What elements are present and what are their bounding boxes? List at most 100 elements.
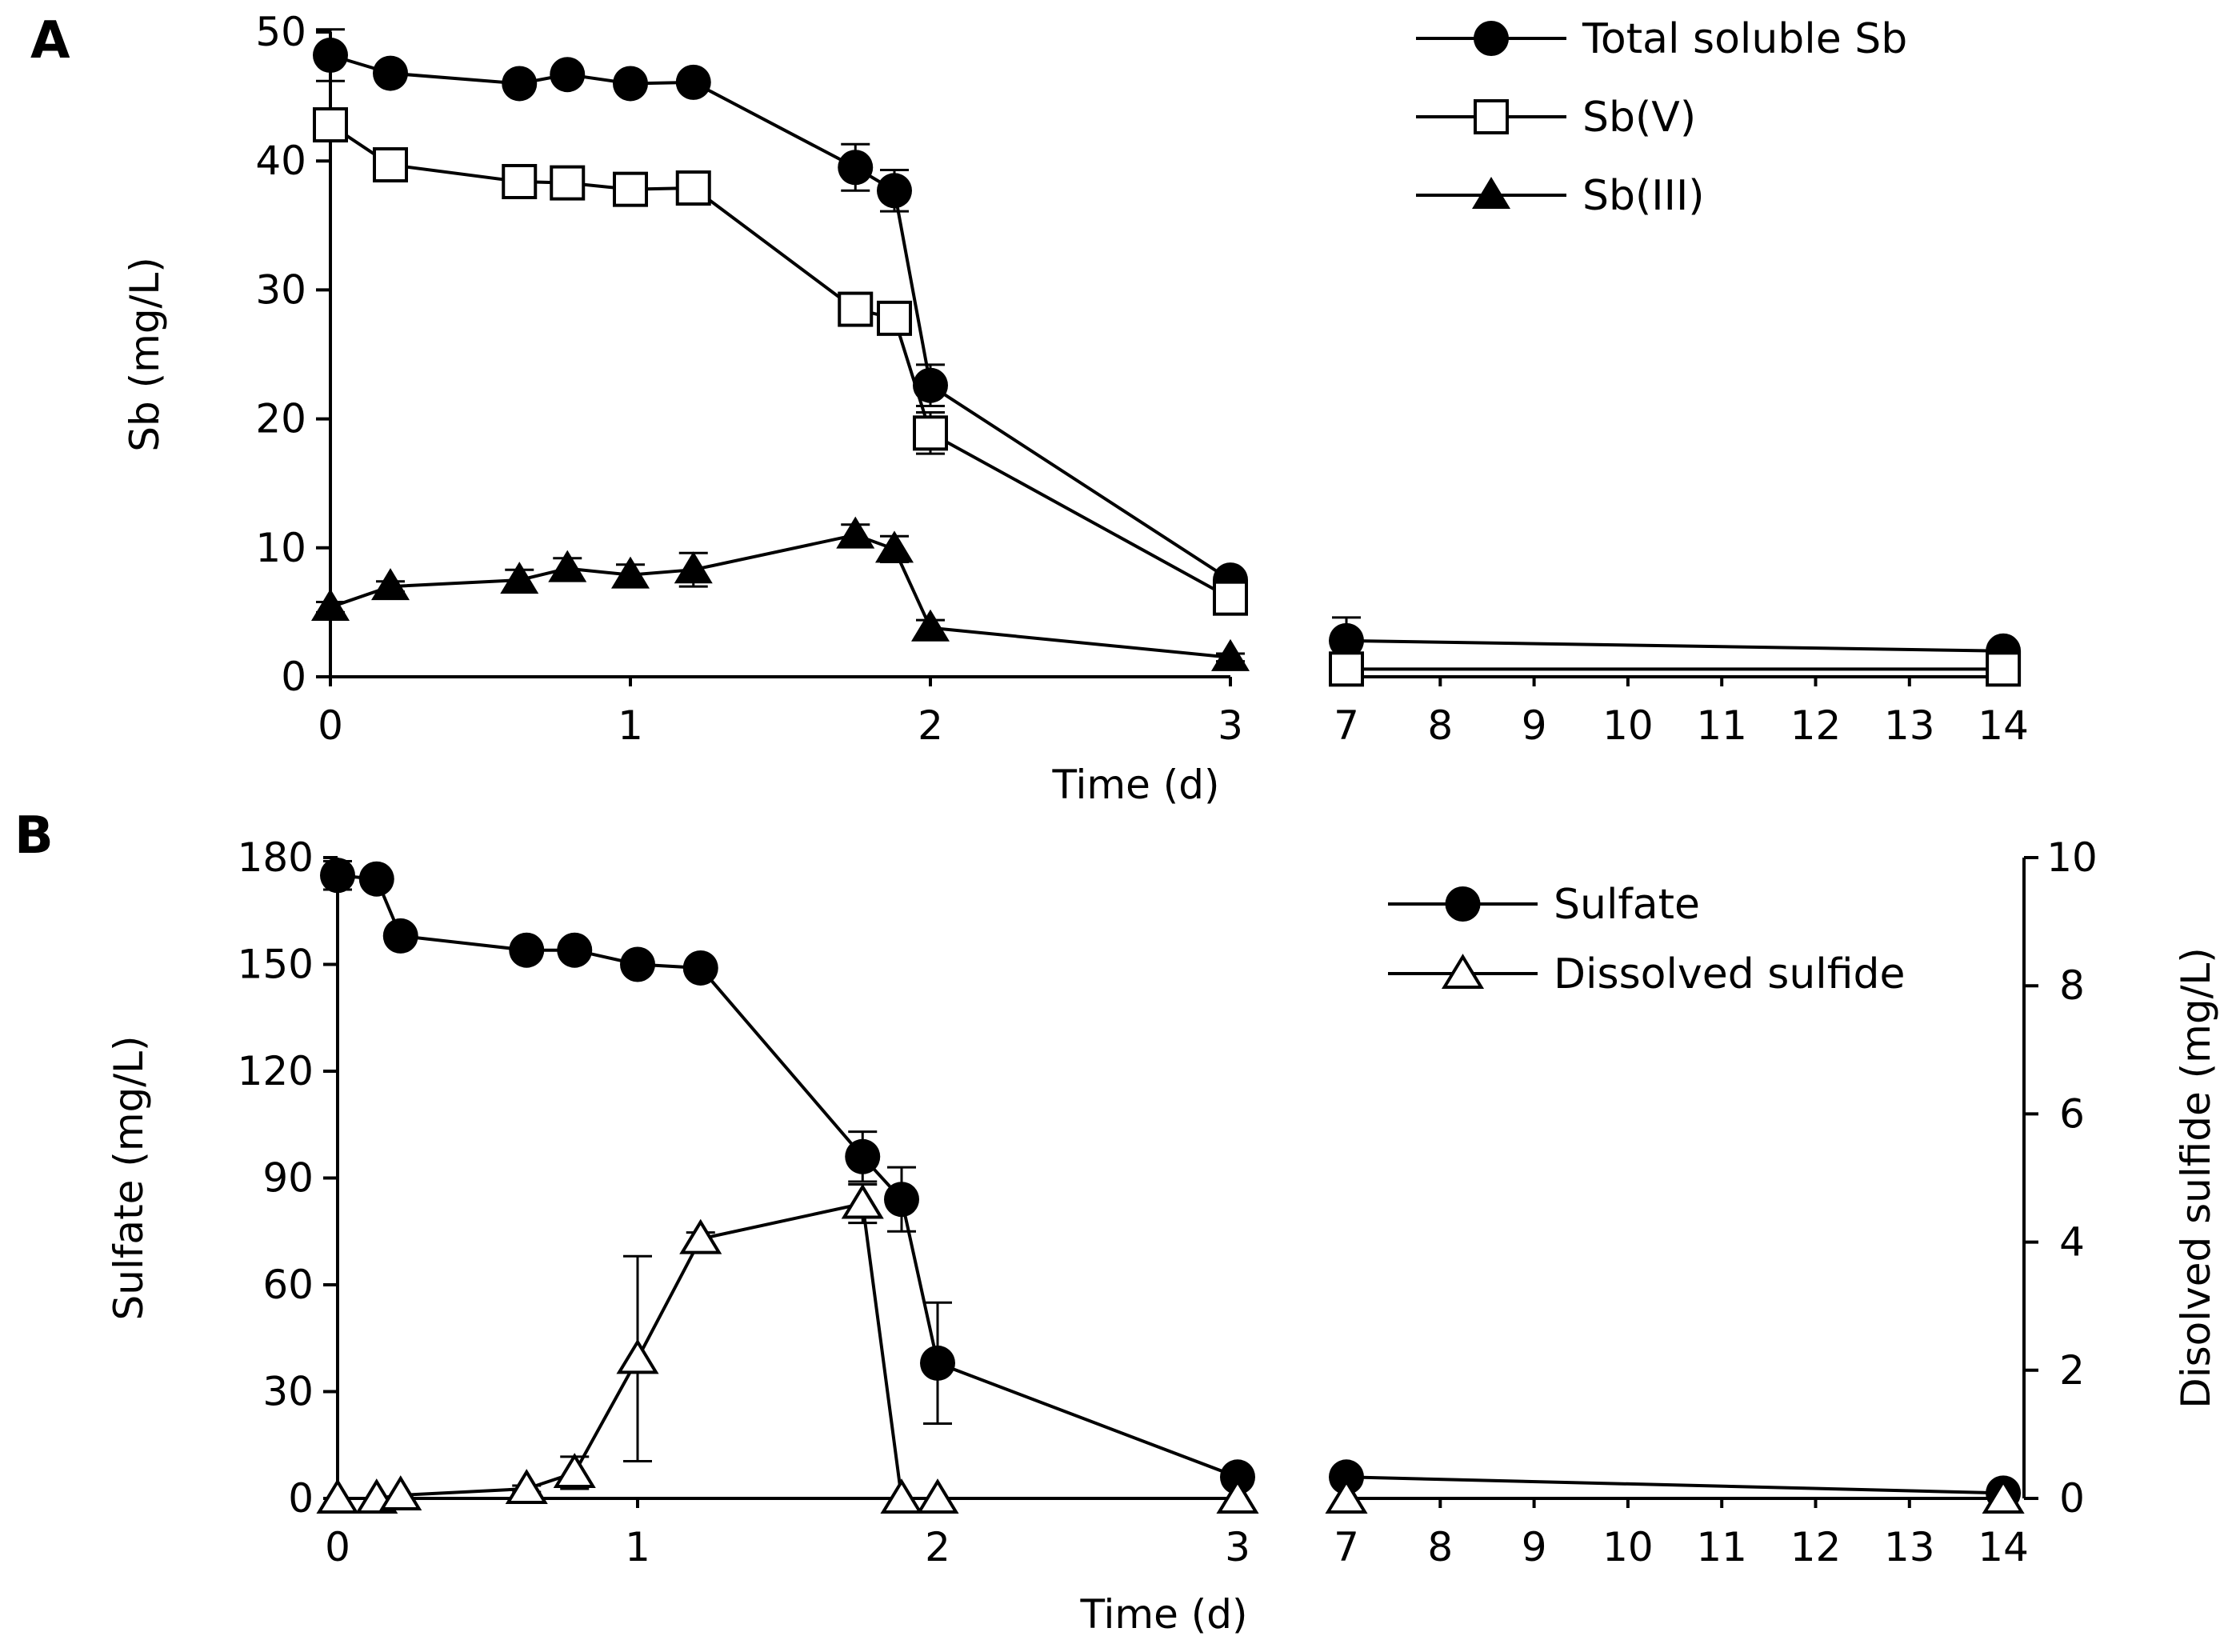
panel-a-legend-marker bbox=[1474, 99, 1509, 134]
panel-b-dissolved-sulfide-point bbox=[616, 1338, 659, 1374]
panel-b-sulfate-point bbox=[509, 932, 545, 968]
panel-b-sulfate-point bbox=[358, 861, 394, 897]
panel-a-total-soluble-sb-line bbox=[330, 54, 1232, 582]
panel-a-legend-entry: Total soluble Sb bbox=[1416, 15, 1907, 63]
panel-a-sb-v-line bbox=[329, 123, 1231, 600]
panel-a-sb-iii-point bbox=[836, 516, 875, 549]
panel-b-sulfate-point bbox=[382, 918, 418, 954]
panel-b-dissolved-sulfide-point bbox=[553, 1453, 596, 1488]
panel-b-legend-entry: Dissolved sulfide bbox=[1388, 950, 1906, 998]
panel-a-total-soluble-sb-point bbox=[502, 66, 538, 102]
panel-a-sb-iii-point bbox=[674, 551, 713, 584]
panel-b-sulfate-point bbox=[920, 1345, 955, 1381]
panel-a-legend-label: Sb(III) bbox=[1582, 172, 1705, 220]
panel-b-right-y-tick-label: 2 bbox=[2059, 1347, 2085, 1394]
panel-a-legend-entry: Sb(III) bbox=[1416, 172, 1705, 220]
panel-b-legend-marker bbox=[1441, 954, 1485, 989]
panel-a-x-tick-label: 3 bbox=[1218, 702, 1243, 749]
panel-a-legend-entry: Sb(V) bbox=[1416, 94, 1696, 142]
panel-a-total-soluble-sb-point bbox=[913, 367, 948, 403]
panel-b-sulfate-point bbox=[682, 950, 718, 986]
panel-a-x-tick-label: 2 bbox=[918, 702, 943, 749]
panel-a-x-tick-label: 12 bbox=[1790, 702, 1842, 749]
panel-a-total-soluble-sb-point bbox=[613, 66, 648, 102]
panel-a-y-axis-title: Sb (mg/L) bbox=[122, 257, 168, 452]
panel-a-sb-v-point bbox=[675, 170, 711, 206]
panel-a-sb-iii-point bbox=[611, 556, 650, 589]
panel-a-sb-iii-point bbox=[371, 568, 410, 601]
panel-b-sulfate-point bbox=[320, 858, 355, 894]
panel-b-y-axis-title: Sulfate (mg/L) bbox=[106, 1036, 152, 1321]
panel-a-y-tick-label: 50 bbox=[255, 9, 306, 55]
panel-b-legend-label: Sulfate bbox=[1554, 881, 1700, 929]
panel-a-sb-iii-point bbox=[311, 588, 350, 621]
panel-b-x-axis-title: Time (d) bbox=[1079, 1591, 1247, 1638]
panel-a-sb-iii-point bbox=[911, 609, 950, 642]
panel-a-label: A bbox=[30, 11, 70, 70]
panel-b-label: B bbox=[14, 806, 54, 866]
panel-b-x-tick-label: 7 bbox=[1334, 1524, 1359, 1570]
panel-a-x-tick-label: 8 bbox=[1427, 702, 1453, 749]
panel-b-dissolved-sulfide-point bbox=[916, 1478, 959, 1514]
panel-a-sb-iii-point bbox=[548, 550, 587, 582]
panel-b-x-tick-label: 1 bbox=[625, 1524, 650, 1570]
panel-b-y-tick-label: 180 bbox=[238, 834, 314, 881]
panel-a-y-tick-label: 40 bbox=[255, 138, 306, 184]
panel-b-x-tick-label: 0 bbox=[325, 1524, 350, 1570]
panel-a-y-tick-label: 20 bbox=[255, 396, 306, 442]
panel-b-dissolved-sulfide-point bbox=[679, 1218, 722, 1254]
panel-b-y-tick-label: 30 bbox=[262, 1369, 314, 1415]
panel-a-sb-iii-point bbox=[875, 530, 914, 563]
panel-b-sulfate-point bbox=[620, 946, 655, 982]
panel-b-right-y-tick-label: 6 bbox=[2059, 1090, 2085, 1137]
panel-a-x-axis-title: Time (d) bbox=[1051, 762, 1219, 808]
panel-a-legend-label: Total soluble Sb bbox=[1582, 15, 1907, 63]
panel-a-legend-marker bbox=[1474, 21, 1509, 56]
panel-a-total-soluble-sb-point bbox=[1329, 622, 1364, 658]
panel-b-x-tick-label: 9 bbox=[1522, 1524, 1547, 1570]
panel-a-x-tick-label: 11 bbox=[1696, 702, 1747, 749]
panel-a-total-soluble-sb-point bbox=[550, 57, 586, 93]
panel-a-sb-iii-point bbox=[500, 562, 539, 594]
panel-a-total-soluble-sb-point bbox=[877, 173, 912, 209]
panel-b-sulfate-line bbox=[337, 874, 1238, 1479]
panel-a-sb-v-point bbox=[913, 415, 948, 451]
panel-b-x-tick-label: 3 bbox=[1225, 1524, 1250, 1570]
panel-b-y-tick-label: 90 bbox=[262, 1155, 314, 1202]
panel-a-sb-v-point bbox=[550, 165, 586, 201]
panel-b-y-tick-label: 0 bbox=[288, 1475, 314, 1522]
panel-a-x-tick-label: 13 bbox=[1884, 702, 1935, 749]
panel-b-dissolved-sulfide-point bbox=[880, 1478, 923, 1514]
panel-a-sb-iii-line bbox=[330, 533, 1231, 659]
panel-b-legend-entry: Sulfate bbox=[1388, 881, 1700, 929]
panel-a-sb-v-point bbox=[313, 107, 348, 143]
panel-a-legend-label: Sb(V) bbox=[1582, 94, 1696, 142]
panel-b-x-tick-label: 11 bbox=[1696, 1524, 1747, 1570]
panel-b-x-tick-label: 2 bbox=[925, 1524, 950, 1570]
panel-b-x-tick-label: 8 bbox=[1427, 1524, 1453, 1570]
panel-a-legend-marker bbox=[1472, 177, 1510, 209]
panel-a-total-soluble-sb-point bbox=[838, 150, 874, 186]
panel-a-y-tick-label: 0 bbox=[281, 654, 306, 700]
panel-a-x-tick-label: 0 bbox=[318, 702, 343, 749]
panel-b-dissolved-sulfide-point bbox=[1325, 1478, 1368, 1514]
panel-a-sb-v-point bbox=[613, 171, 648, 207]
panel-a-sb-v-point bbox=[373, 147, 408, 183]
panel-a-x-tick-label: 7 bbox=[1334, 702, 1359, 749]
panel-a-sb-v-point bbox=[838, 291, 874, 327]
panel-b-dissolved-sulfide-point bbox=[1216, 1478, 1259, 1514]
panel-a-x-tick-label: 10 bbox=[1602, 702, 1654, 749]
panel-b-right-y-tick-label: 8 bbox=[2059, 962, 2085, 1009]
panel-b-dissolved-sulfide-point bbox=[841, 1183, 884, 1219]
panel-b-legend-marker bbox=[1445, 886, 1481, 922]
panel-b-x-tick-label: 13 bbox=[1884, 1524, 1935, 1570]
panel-a-x-tick-label: 14 bbox=[1978, 702, 2029, 749]
panel-b-right-y-tick-label: 4 bbox=[2059, 1219, 2085, 1266]
panel-b-dissolved-sulfide-point bbox=[505, 1469, 548, 1504]
panel-a-y-tick-label: 10 bbox=[255, 525, 306, 571]
panel-b-dissolved-sulfide-point bbox=[316, 1478, 359, 1514]
panel-b-sulfate-line bbox=[1346, 1475, 2004, 1495]
panel-a-sb-v-point bbox=[877, 300, 912, 336]
panel-b-x-tick-label: 12 bbox=[1790, 1524, 1842, 1570]
